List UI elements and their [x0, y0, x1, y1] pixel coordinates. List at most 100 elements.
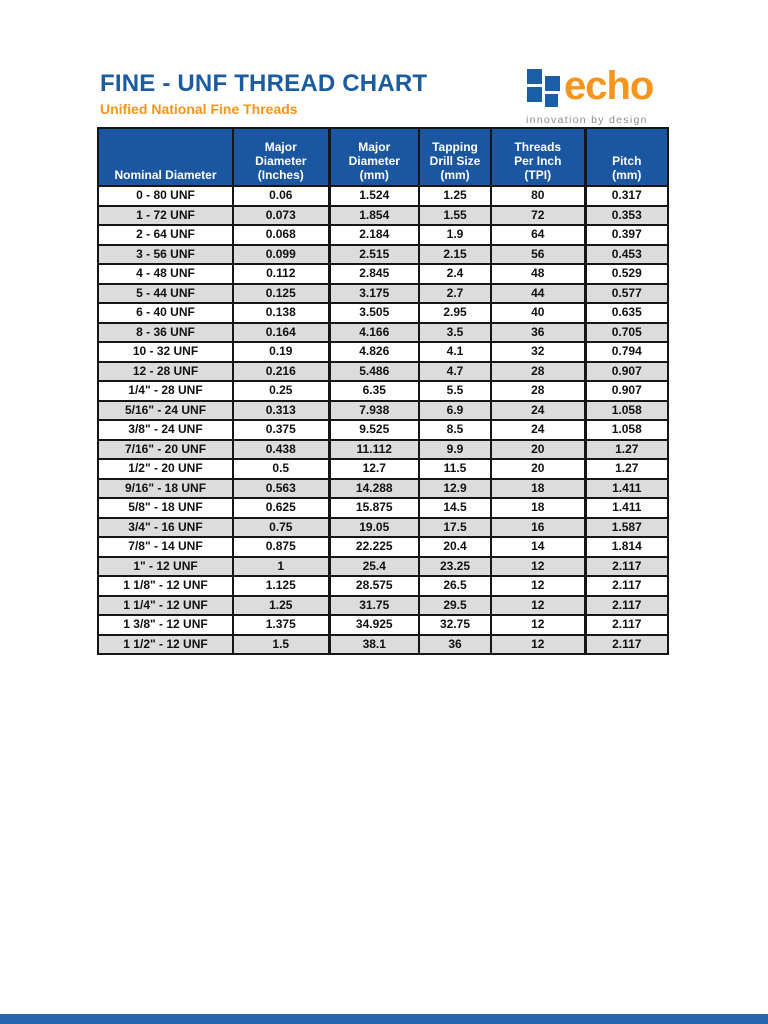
cell-tapping-drill-size: 26.5 — [418, 575, 492, 597]
cell-major-diameter-mm: 22.225 — [327, 536, 420, 558]
cell-major-diameter-inches: 1.25 — [232, 594, 330, 616]
cell-major-diameter-inches: 0.375 — [232, 419, 330, 441]
table-row: 5/16" - 24 UNF 0.313 7.938 6.9 24 1.058 — [97, 399, 669, 421]
echo-logo-icon — [526, 66, 563, 110]
cell-pitch: 1.058 — [583, 419, 669, 441]
table-row: 5/8" - 18 UNF 0.625 15.875 14.5 18 1.411 — [97, 497, 669, 519]
cell-tapping-drill-size: 2.4 — [418, 263, 492, 285]
cell-major-diameter-inches: 0.438 — [232, 438, 330, 460]
cell-nominal-diameter: 4 - 48 UNF — [97, 263, 234, 285]
cell-major-diameter-mm: 4.826 — [327, 341, 420, 363]
cell-threads-per-inch: 80 — [490, 185, 586, 207]
unf-thread-table: Nominal Diameter Major Diameter (Inches) Maj… — [97, 127, 669, 655]
cell-pitch: 1.814 — [583, 536, 669, 558]
cell-major-diameter-inches: 1.5 — [232, 633, 330, 655]
cell-threads-per-inch: 56 — [490, 243, 586, 265]
cell-pitch: 0.794 — [583, 341, 669, 363]
cell-tapping-drill-size: 29.5 — [418, 594, 492, 616]
cell-major-diameter-mm: 9.525 — [327, 419, 420, 441]
cell-tapping-drill-size: 36 — [418, 633, 492, 655]
cell-nominal-diameter: 5/16" - 24 UNF — [97, 399, 234, 421]
cell-major-diameter-inches: 0.875 — [232, 536, 330, 558]
cell-nominal-diameter: 1 3/8" - 12 UNF — [97, 614, 234, 636]
cell-pitch: 1.587 — [583, 516, 669, 538]
cell-major-diameter-inches: 0.138 — [232, 302, 330, 324]
table-row: 4 - 48 UNF 0.112 2.845 2.4 48 0.529 — [97, 263, 669, 285]
cell-major-diameter-inches: 0.5 — [232, 458, 330, 480]
cell-tapping-drill-size: 3.5 — [418, 321, 492, 343]
cell-tapping-drill-size: 1.55 — [418, 204, 492, 226]
page-subtitle: Unified National Fine Threads — [100, 101, 298, 117]
cell-threads-per-inch: 36 — [490, 321, 586, 343]
cell-nominal-diameter: 1 1/2" - 12 UNF — [97, 633, 234, 655]
table-row: 1 1/2" - 12 UNF 1.5 38.1 36 12 2.117 — [97, 633, 669, 655]
cell-threads-per-inch: 12 — [490, 594, 586, 616]
column-header-pitch: Pitch (mm) — [583, 127, 669, 187]
echo-logo: echo innovation by design — [526, 66, 664, 126]
table-row: 8 - 36 UNF 0.164 4.166 3.5 36 0.705 — [97, 321, 669, 343]
cell-pitch: 0.317 — [583, 185, 669, 207]
cell-major-diameter-mm: 11.112 — [327, 438, 420, 460]
table-row: 7/16" - 20 UNF 0.438 11.112 9.9 20 1.27 — [97, 438, 669, 460]
table-body: 0 - 80 UNF 0.06 1.524 1.25 80 0.317 1 - 72 UNF… — [97, 185, 669, 655]
cell-nominal-diameter: 5/8" - 18 UNF — [97, 497, 234, 519]
cell-pitch: 1.27 — [583, 458, 669, 480]
cell-nominal-diameter: 1/4" - 28 UNF — [97, 380, 234, 402]
cell-major-diameter-inches: 0.164 — [232, 321, 330, 343]
cell-nominal-diameter: 3/8" - 24 UNF — [97, 419, 234, 441]
logo-tagline: innovation by design — [526, 114, 648, 126]
cell-pitch: 1.411 — [583, 497, 669, 519]
table-row: 5 - 44 UNF 0.125 3.175 2.7 44 0.577 — [97, 282, 669, 304]
table-row: 3/8" - 24 UNF 0.375 9.525 8.5 24 1.058 — [97, 419, 669, 441]
cell-threads-per-inch: 12 — [490, 614, 586, 636]
column-header-threads-per-inch: Threads Per Inch (TPI) — [490, 127, 586, 187]
table-row: 0 - 80 UNF 0.06 1.524 1.25 80 0.317 — [97, 185, 669, 207]
cell-tapping-drill-size: 8.5 — [418, 419, 492, 441]
table-row: 6 - 40 UNF 0.138 3.505 2.95 40 0.635 — [97, 302, 669, 324]
cell-pitch: 0.353 — [583, 204, 669, 226]
cell-pitch: 0.907 — [583, 360, 669, 382]
cell-threads-per-inch: 14 — [490, 536, 586, 558]
cell-tapping-drill-size: 2.7 — [418, 282, 492, 304]
cell-major-diameter-mm: 31.75 — [327, 594, 420, 616]
cell-major-diameter-inches: 0.112 — [232, 263, 330, 285]
cell-major-diameter-mm: 28.575 — [327, 575, 420, 597]
logo-brand-text: echo — [564, 64, 654, 108]
cell-major-diameter-mm: 2.184 — [327, 224, 420, 246]
cell-threads-per-inch: 16 — [490, 516, 586, 538]
column-header-tapping-drill-size: Tapping Drill Size (mm) — [418, 127, 492, 187]
cell-major-diameter-mm: 3.175 — [327, 282, 420, 304]
table-header-row: Nominal Diameter Major Diameter (Inches) Maj… — [97, 127, 669, 187]
table-row: 1 1/8" - 12 UNF 1.125 28.575 26.5 12 2.117 — [97, 575, 669, 597]
cell-nominal-diameter: 5 - 44 UNF — [97, 282, 234, 304]
cell-pitch: 0.577 — [583, 282, 669, 304]
cell-major-diameter-inches: 1 — [232, 555, 330, 577]
cell-tapping-drill-size: 32.75 — [418, 614, 492, 636]
cell-nominal-diameter: 8 - 36 UNF — [97, 321, 234, 343]
cell-nominal-diameter: 1 1/8" - 12 UNF — [97, 575, 234, 597]
cell-nominal-diameter: 6 - 40 UNF — [97, 302, 234, 324]
cell-major-diameter-inches: 0.125 — [232, 282, 330, 304]
cell-tapping-drill-size: 1.25 — [418, 185, 492, 207]
cell-threads-per-inch: 64 — [490, 224, 586, 246]
cell-pitch: 1.411 — [583, 477, 669, 499]
cell-major-diameter-mm: 6.35 — [327, 380, 420, 402]
table-row: 2 - 64 UNF 0.068 2.184 1.9 64 0.397 — [97, 224, 669, 246]
cell-pitch: 0.907 — [583, 380, 669, 402]
cell-major-diameter-mm: 5.486 — [327, 360, 420, 382]
cell-major-diameter-inches: 0.19 — [232, 341, 330, 363]
table-row: 3 - 56 UNF 0.099 2.515 2.15 56 0.453 — [97, 243, 669, 265]
cell-major-diameter-inches: 0.75 — [232, 516, 330, 538]
cell-pitch: 0.705 — [583, 321, 669, 343]
cell-major-diameter-mm: 25.4 — [327, 555, 420, 577]
cell-major-diameter-mm: 1.854 — [327, 204, 420, 226]
cell-major-diameter-mm: 4.166 — [327, 321, 420, 343]
cell-threads-per-inch: 20 — [490, 458, 586, 480]
cell-threads-per-inch: 28 — [490, 380, 586, 402]
table-row: 10 - 32 UNF 0.19 4.826 4.1 32 0.794 — [97, 341, 669, 363]
cell-tapping-drill-size: 6.9 — [418, 399, 492, 421]
cell-major-diameter-mm: 2.845 — [327, 263, 420, 285]
cell-threads-per-inch: 12 — [490, 633, 586, 655]
cell-threads-per-inch: 40 — [490, 302, 586, 324]
